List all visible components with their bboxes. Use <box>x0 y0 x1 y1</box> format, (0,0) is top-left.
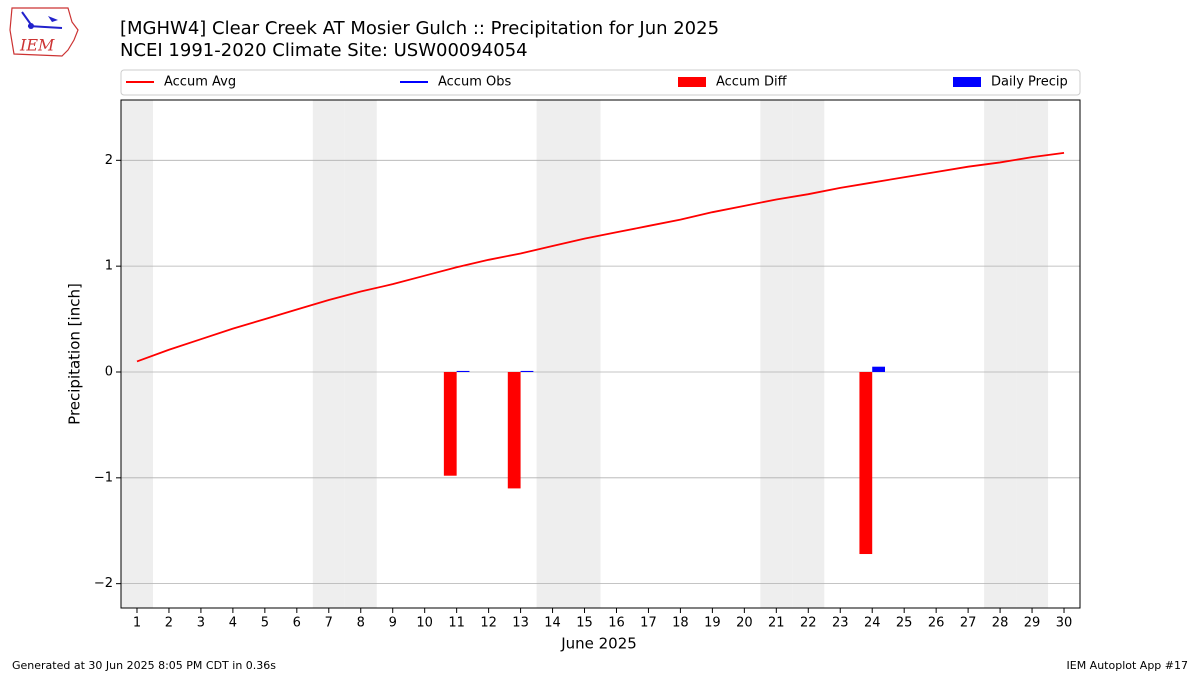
y-tick-label: −2 <box>94 576 113 591</box>
line <box>136 152 1065 363</box>
weekend-band <box>121 100 153 608</box>
x-tick-label: 22 <box>800 616 817 631</box>
y-tick-label: 2 <box>105 153 113 168</box>
x-tick-label: 29 <box>1024 616 1041 631</box>
x-tick-label: 1 <box>133 616 141 631</box>
bar <box>520 370 534 372</box>
x-tick-label: 19 <box>704 616 721 631</box>
legend <box>120 69 1081 96</box>
x-tick-label: 18 <box>672 616 689 631</box>
bar <box>443 371 457 476</box>
x-tick-label: 17 <box>640 616 657 631</box>
bar <box>859 371 873 555</box>
x-tick-label: 27 <box>960 616 977 631</box>
plot-frame <box>120 99 1081 609</box>
chart-title: [MGHW4] Clear Creek AT Mosier Gulch :: P… <box>120 18 719 39</box>
weekend-band <box>760 100 793 608</box>
x-tick-label: 13 <box>512 616 529 631</box>
y-tick-label: 0 <box>105 364 113 379</box>
logo-text: IEM <box>19 36 55 55</box>
footer-left: Generated at 30 Jun 2025 8:05 PM CDT in … <box>12 659 276 672</box>
legend-label: Accum Obs <box>438 75 511 90</box>
x-tick-label: 28 <box>992 616 1009 631</box>
chart-subtitle: NCEI 1991-2020 Climate Site: USW00094054 <box>120 40 528 61</box>
x-tick-label: 20 <box>736 616 753 631</box>
x-tick-label: 30 <box>1056 616 1073 631</box>
x-tick-label: 3 <box>197 616 205 631</box>
x-tick-label: 15 <box>576 616 593 631</box>
x-tick-label: 16 <box>608 616 625 631</box>
legend-swatch <box>678 77 706 87</box>
x-tick-label: 24 <box>864 616 881 631</box>
x-tick-label: 4 <box>229 616 237 631</box>
x-tick-label: 6 <box>293 616 301 631</box>
weekend-band <box>1016 100 1049 608</box>
x-tick-label: 21 <box>768 616 785 631</box>
y-tick-label: 1 <box>105 259 113 274</box>
x-tick-label: 12 <box>480 616 497 631</box>
legend-swatch <box>953 77 981 87</box>
weekend-band <box>984 100 1017 608</box>
bar <box>456 370 470 372</box>
x-tick-label: 9 <box>389 616 397 631</box>
bar <box>872 366 886 372</box>
x-tick-label: 25 <box>896 616 913 631</box>
weekend-band <box>568 100 601 608</box>
x-tick-label: 8 <box>357 616 365 631</box>
bar <box>507 371 521 489</box>
x-tick-label: 5 <box>261 616 269 631</box>
legend-label: Daily Precip <box>991 75 1068 90</box>
y-axis-label: Precipitation [inch] <box>66 283 84 425</box>
x-tick-label: 10 <box>416 616 433 631</box>
weekend-band <box>536 100 569 608</box>
x-tick-label: 26 <box>928 616 945 631</box>
weekend-band <box>792 100 825 608</box>
x-tick-label: 23 <box>832 616 849 631</box>
footer-right: IEM Autoplot App #17 <box>1067 659 1189 672</box>
weekend-band <box>344 100 377 608</box>
x-tick-label: 14 <box>544 616 561 631</box>
x-tick-label: 2 <box>165 616 173 631</box>
weekend-band <box>312 100 345 608</box>
y-tick-label: −1 <box>94 470 113 485</box>
legend-label: Accum Diff <box>716 75 788 90</box>
x-tick-label: 11 <box>448 616 465 631</box>
x-tick-label: 7 <box>325 616 333 631</box>
x-axis-label: June 2025 <box>560 635 637 653</box>
legend-label: Accum Avg <box>164 75 236 90</box>
logo: IEM <box>9 7 79 57</box>
